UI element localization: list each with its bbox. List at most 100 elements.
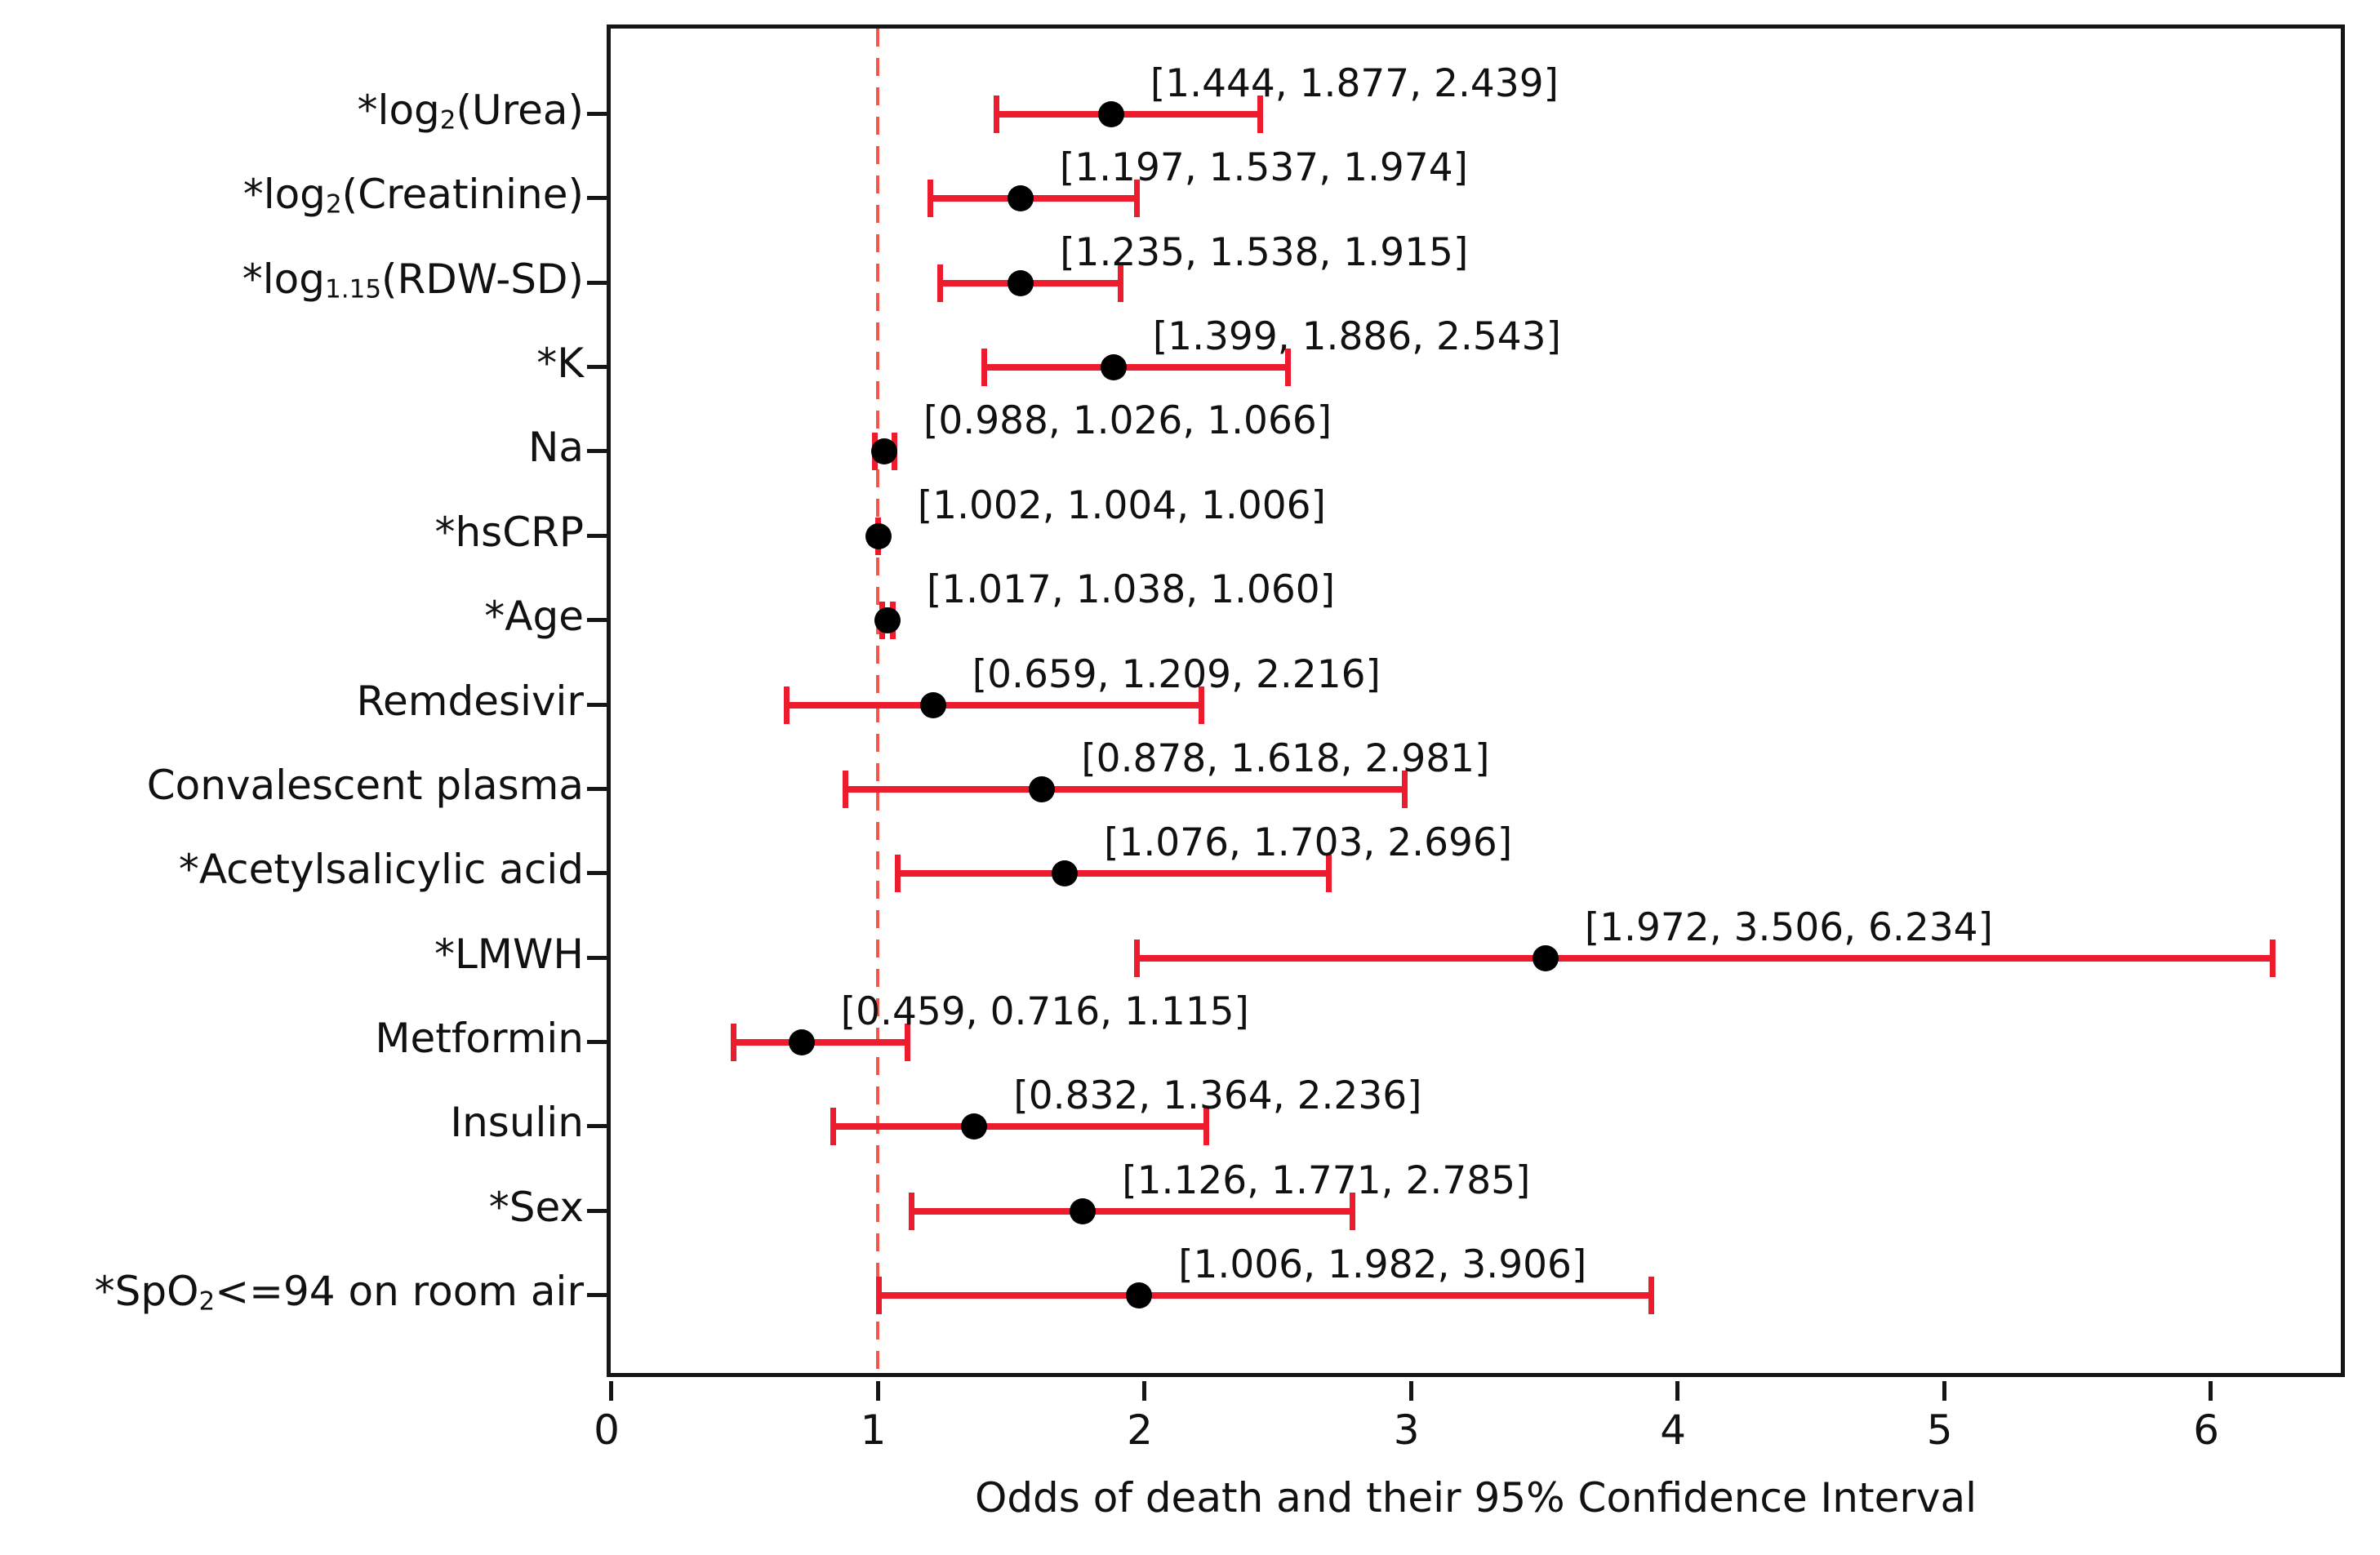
error-bar-cap-right	[905, 1023, 911, 1061]
y-tick	[587, 1208, 607, 1213]
x-tick-label: 1	[860, 1406, 887, 1454]
row-label-text: *LMWH	[434, 930, 584, 978]
error-bar-cap-right	[1198, 686, 1204, 724]
y-tick	[587, 533, 607, 538]
ci-annotation: [1.399, 1.886, 2.543]	[1152, 314, 1561, 360]
ci-annotation: [1.002, 1.004, 1.006]	[917, 482, 1326, 528]
error-bar-cap-left	[981, 349, 987, 387]
error-bar-cap-left	[876, 1276, 883, 1314]
ci-annotation: [0.988, 1.026, 1.066]	[923, 398, 1332, 444]
plot-area: [1.444, 1.877, 2.439] [1.197, 1.537, 1.97…	[587, 24, 2345, 1401]
x-tick	[2209, 1381, 2213, 1401]
row-label-subscript: 2	[198, 1286, 216, 1317]
point-marker	[788, 1029, 815, 1055]
row-label-subscript: 2	[439, 105, 456, 136]
point-marker	[919, 691, 946, 718]
row-label: *hsCRP	[0, 504, 584, 561]
point-marker	[1126, 1282, 1153, 1308]
error-bar-cap-left	[927, 180, 933, 218]
ci-annotation: [0.878, 1.618, 2.981]	[1081, 735, 1490, 781]
error-bar-cap-left	[937, 264, 944, 302]
x-tick-label: 0	[594, 1406, 620, 1454]
ci-annotation: [0.832, 1.364, 2.236]	[1013, 1073, 1422, 1119]
error-bar-cap-left	[993, 96, 999, 134]
row-label: Na	[0, 419, 584, 476]
error-bar-cap-right	[1133, 180, 1140, 218]
row-label-subscript: 1.15	[325, 274, 382, 304]
y-tick	[587, 702, 607, 707]
x-tick-label: 5	[1926, 1406, 1953, 1454]
ci-annotation: [1.197, 1.537, 1.974]	[1059, 145, 1468, 191]
x-tick-label: 2	[1127, 1406, 1153, 1454]
ci-annotation: [1.126, 1.771, 2.785]	[1122, 1157, 1531, 1203]
row-label-subscript: 2	[325, 189, 342, 220]
x-tick-label: 3	[1393, 1406, 1420, 1454]
x-tick-label: 6	[2193, 1406, 2220, 1454]
row-label-text: <=94 on room air	[215, 1267, 584, 1315]
error-bar-cap-left	[842, 770, 848, 808]
point-marker	[1029, 775, 1056, 802]
row-label: Remdesivir	[0, 673, 584, 730]
ci-annotation: [1.972, 3.506, 6.234]	[1584, 904, 1993, 950]
error-bar-cap-right	[1648, 1276, 1655, 1314]
point-marker	[1097, 101, 1124, 128]
row-label-text: (RDW-SD)	[381, 255, 584, 303]
y-tick	[587, 618, 607, 623]
point-marker	[961, 1113, 988, 1140]
error-bar-cap-left	[1133, 939, 1140, 977]
row-label: Convalescent plasma	[0, 757, 584, 814]
error-bar-cap-right	[1118, 264, 1124, 302]
row-label-text: Insulin	[450, 1099, 584, 1147]
row-label-text: (Creatinine)	[341, 171, 584, 219]
x-tick	[1675, 1381, 1680, 1401]
row-label-text: *hsCRP	[434, 508, 584, 556]
row-label: *Age	[0, 588, 584, 645]
error-bar-cap-right	[1257, 96, 1264, 134]
point-marker	[871, 438, 898, 465]
row-label-text: *SpO	[94, 1267, 199, 1315]
row-label: *SpO2<=94 on room air	[0, 1263, 584, 1331]
row-label-text: *Age	[484, 593, 584, 641]
error-bar	[995, 111, 1261, 118]
error-bar	[786, 701, 1202, 709]
row-label: *log2(Creatinine)	[0, 166, 584, 233]
reference-line	[875, 29, 879, 1373]
point-marker	[1532, 944, 1559, 971]
error-bar	[732, 1038, 909, 1046]
ci-annotation: [0.659, 1.209, 2.216]	[972, 651, 1381, 697]
x-tick	[875, 1381, 880, 1401]
y-tick	[587, 955, 607, 960]
point-marker	[1008, 269, 1034, 296]
row-label: *Acetylsalicylic acid	[0, 841, 584, 898]
row-label-text: *Sex	[488, 1183, 584, 1231]
error-bar-cap-right	[1402, 770, 1408, 808]
row-label: *log2(Urea)	[0, 82, 584, 149]
row-label-text: *log	[242, 171, 326, 219]
row-label-text: Metformin	[375, 1014, 584, 1062]
point-marker	[1007, 185, 1034, 212]
ci-annotation: [1.235, 1.538, 1.915]	[1060, 229, 1469, 275]
y-tick	[587, 786, 607, 791]
x-tick	[609, 1381, 613, 1401]
row-label-text: *K	[536, 340, 584, 388]
row-label-text: (Urea)	[456, 87, 584, 135]
row-label-text: Na	[527, 424, 584, 472]
ci-annotation: [0.459, 0.716, 1.115]	[840, 989, 1249, 1034]
y-tick	[587, 1292, 607, 1297]
point-marker	[1052, 860, 1079, 887]
error-bar-cap-right	[1350, 1192, 1356, 1230]
error-bar-cap-left	[895, 855, 901, 893]
y-tick	[587, 365, 607, 370]
error-bar-cap-right	[1326, 855, 1332, 893]
error-bar-cap-left	[908, 1192, 914, 1230]
row-label-text: Remdesivir	[356, 677, 584, 725]
error-bar	[879, 1291, 1653, 1299]
error-bar-cap-left	[730, 1023, 736, 1061]
row-label: Insulin	[0, 1094, 584, 1151]
y-tick	[587, 112, 607, 117]
error-bar-cap-left	[830, 1108, 836, 1146]
y-tick	[587, 280, 607, 285]
ci-annotation: [1.076, 1.703, 2.696]	[1104, 820, 1513, 866]
error-bar-cap-right	[1285, 349, 1292, 387]
